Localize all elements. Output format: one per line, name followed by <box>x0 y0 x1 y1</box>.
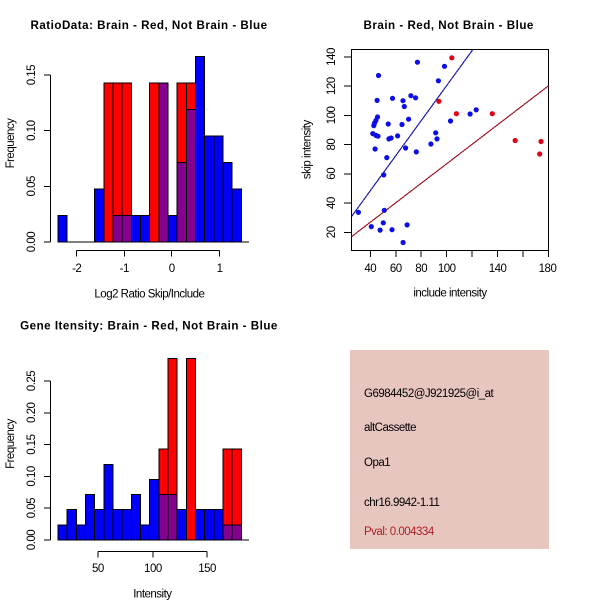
svg-text:0.20: 0.20 <box>26 403 38 423</box>
svg-text:100: 100 <box>144 563 162 575</box>
svg-text:skip intensity: skip intensity <box>302 120 314 180</box>
svg-text:140: 140 <box>326 48 338 66</box>
svg-text:1: 1 <box>217 263 223 275</box>
svg-text:0.05: 0.05 <box>26 498 38 518</box>
svg-text:Gene Itensity: Brain - Red, No: Gene Itensity: Brain - Red, Not Brain - … <box>20 320 278 333</box>
svg-text:Frequency: Frequency <box>5 418 17 469</box>
svg-text:150: 150 <box>198 563 216 575</box>
svg-text:0.25: 0.25 <box>26 371 38 391</box>
svg-text:0.15: 0.15 <box>26 65 38 85</box>
svg-text:100: 100 <box>326 106 338 124</box>
svg-text:Opa1: Opa1 <box>364 457 390 469</box>
svg-text:0.10: 0.10 <box>26 120 38 140</box>
svg-text:0.00: 0.00 <box>26 530 38 550</box>
svg-text:50: 50 <box>92 563 104 575</box>
svg-text:120: 120 <box>326 77 338 95</box>
svg-text:80: 80 <box>326 139 338 151</box>
svg-text:140: 140 <box>489 263 507 275</box>
svg-text:chr16.9942-1.11: chr16.9942-1.11 <box>364 497 440 509</box>
svg-text:Frequency: Frequency <box>5 118 17 169</box>
svg-text:Pval: 0.004334: Pval: 0.004334 <box>364 526 435 538</box>
svg-text:40: 40 <box>326 197 338 209</box>
svg-text:Log2 Ratio Skip/Include: Log2 Ratio Skip/Include <box>94 289 204 301</box>
svg-text:0.15: 0.15 <box>26 434 38 454</box>
svg-text:0: 0 <box>169 263 175 275</box>
svg-text:include intensity: include intensity <box>413 288 487 300</box>
svg-text:40: 40 <box>364 263 376 275</box>
svg-text:altCassette: altCassette <box>364 422 416 434</box>
svg-text:Intensity: Intensity <box>133 588 172 600</box>
svg-text:180: 180 <box>539 263 557 275</box>
svg-text:20: 20 <box>326 226 338 238</box>
svg-text:-2: -2 <box>72 263 81 275</box>
svg-text:60: 60 <box>390 263 402 275</box>
svg-text:100: 100 <box>438 263 456 275</box>
svg-text:0.05: 0.05 <box>26 176 38 196</box>
svg-text:60: 60 <box>326 168 338 180</box>
svg-text:Brain - Red, Not Brain - Blue: Brain - Red, Not Brain - Blue <box>364 19 534 32</box>
svg-text:G6984452@J921925@i_at: G6984452@J921925@i_at <box>364 388 495 400</box>
svg-text:0.10: 0.10 <box>26 466 38 486</box>
svg-text:0.00: 0.00 <box>26 232 38 252</box>
svg-text:RatioData: Brain - Red, Not Br: RatioData: Brain - Red, Not Brain - Blue <box>30 19 267 32</box>
svg-text:80: 80 <box>415 263 427 275</box>
svg-text:-1: -1 <box>120 263 129 275</box>
